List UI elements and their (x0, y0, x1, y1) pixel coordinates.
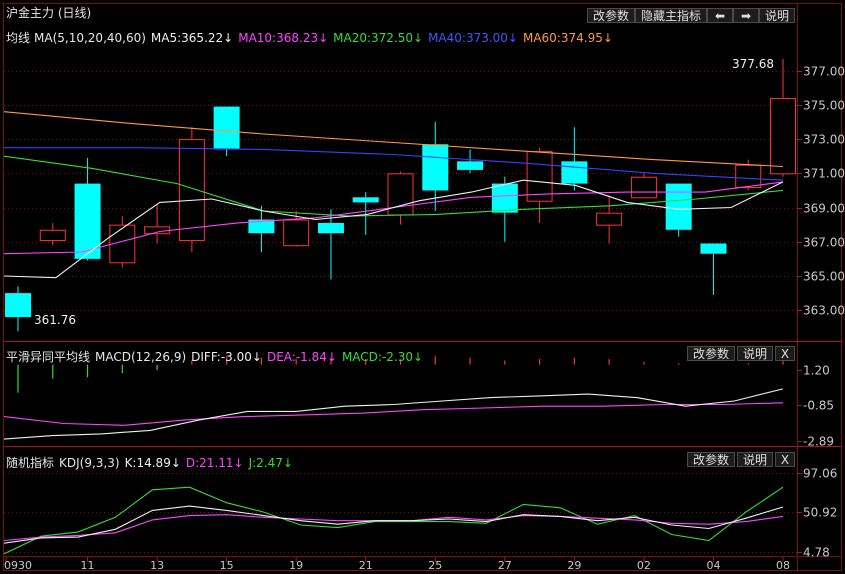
ma-legend: 均线 MA(5,10,20,40,60) MA5:365.22↓ MA10:368.2… (6, 27, 613, 45)
macd-dea-line (3, 402, 784, 426)
ma40-value: MA40:373.00↓ (428, 31, 518, 45)
macd-tick-label: 1.20 (803, 364, 830, 378)
main-edit-params-button[interactable]: 改参数 (587, 8, 635, 23)
date-tick-label: 25 (428, 559, 442, 572)
kdj-d-line (3, 514, 784, 542)
kdj-tick-label: 97.06 (803, 467, 837, 481)
candle-body-down (74, 183, 101, 259)
candle-body-down (457, 161, 484, 170)
kdj-k-value: K:14.89↓ (124, 456, 181, 470)
candle-body-down (422, 144, 449, 191)
high-price-label: 377.68 (732, 57, 774, 71)
macd-diff-value: DIFF:-3.00↓ (191, 350, 262, 364)
date-tick-label: 08 (776, 559, 790, 572)
macd-title: 平滑异同平均线 (6, 350, 91, 364)
macd-legend: 平滑异同平均线 MACD(12,26,9) DIFF:-3.00↓ DEA:-1.84… (6, 346, 423, 365)
macd-dea-value: DEA:-1.84↓ (266, 350, 337, 364)
candle-body-up (735, 164, 762, 189)
kdj-tick-label: 4.78 (803, 546, 830, 560)
macd-params: MACD(12,26,9) (95, 350, 187, 364)
price-tick-label: 369.00 (803, 202, 845, 216)
scroll-right-button[interactable]: ➡ (733, 8, 759, 23)
main-help-button[interactable]: 说明 (759, 8, 795, 23)
date-tick-label: 02 (637, 559, 651, 572)
macd-tick-label: -2.89 (803, 435, 834, 449)
candle-body-down (317, 222, 344, 234)
ma-legend-params: MA(5,10,20,40,60) (34, 31, 146, 45)
outer-frame (3, 3, 842, 571)
hide-main-indicator-button[interactable]: 隐藏主指标 (635, 8, 707, 23)
price-tick-label: 375.00 (803, 99, 845, 113)
macd-edit-params-button[interactable]: 改参数 (687, 346, 735, 361)
price-tick-label: 365.00 (803, 270, 845, 284)
candle-body-up (39, 229, 66, 242)
price-tick-label: 363.00 (803, 304, 845, 318)
candle-body-down (665, 183, 692, 230)
price-tick-label: 367.00 (803, 236, 845, 250)
kdj-j-value: J:2.47↓ (248, 456, 293, 470)
candle-body-down (561, 161, 588, 184)
ma10-value: MA10:368.23↓ (238, 31, 329, 45)
date-tick-label: 19 (289, 559, 303, 572)
candle-body-up (526, 151, 553, 202)
candle-body-up (596, 212, 623, 226)
macd-help-button[interactable]: 说明 (737, 346, 773, 361)
date-tick-label: 29 (567, 559, 581, 572)
price-tick-label: 377.00 (803, 65, 845, 79)
kdj-params: KDJ(9,3,3) (59, 456, 120, 470)
kdj-legend: 随机指标 KDJ(9,3,3) K:14.89↓ D:21.11↓ J:2.47↓ (6, 452, 293, 471)
kdj-title: 随机指标 (6, 456, 55, 470)
date-tick-label: 21 (359, 559, 373, 572)
macd-close-button[interactable]: X (775, 346, 795, 361)
candle-body-up (630, 176, 657, 199)
ma20-value: MA20:372.50↓ (333, 31, 424, 45)
candle-body-down (491, 183, 518, 213)
date-tick-label: 11 (81, 559, 95, 572)
ma60-line (3, 111, 784, 168)
macd-tick-label: -0.85 (803, 399, 834, 413)
ma5-line (3, 179, 784, 279)
candle-body-up (283, 219, 310, 247)
kdj-tick-label: 50.92 (803, 506, 837, 520)
candle-body-up (178, 139, 205, 242)
scroll-left-button[interactable]: ⬅ (707, 8, 733, 23)
macd-diff-line (3, 388, 784, 440)
candle-body-down (248, 219, 275, 234)
kdj-k-line (3, 505, 784, 544)
low-price-label: 361.76 (34, 313, 76, 327)
kdj-help-button[interactable]: 说明 (737, 452, 773, 467)
macd-macd-value: MACD:-2.30↓ (341, 350, 424, 364)
date-tick-label: 15 (220, 559, 234, 572)
candle-body-down (5, 293, 31, 318)
candle-body-up (387, 173, 414, 216)
date-tick-label: 27 (498, 559, 512, 572)
ma40-line (4, 147, 784, 181)
ma20-line (3, 155, 784, 217)
kdj-close-button[interactable]: X (775, 452, 795, 467)
ma5-value: MA5:365.22↓ (150, 31, 234, 45)
candle-body-down (700, 243, 727, 254)
kdj-d-value: D:21.11↓ (185, 456, 244, 470)
date-tick-label: 13 (150, 559, 164, 572)
date-tick-label: 0930 (4, 559, 32, 572)
price-tick-label: 371.00 (803, 167, 845, 181)
candle-body-down (352, 197, 379, 203)
ma60-value: MA60:374.95↓ (522, 31, 613, 45)
kdj-j-line (3, 486, 784, 555)
main-chart-title: 沪金主力 (日线) (6, 6, 92, 20)
kdj-edit-params-button[interactable]: 改参数 (687, 452, 735, 467)
ma-legend-title: 均线 (6, 31, 31, 45)
price-tick-label: 373.00 (803, 133, 845, 147)
candle-body-up (770, 98, 796, 175)
date-tick-label: 04 (706, 559, 720, 572)
candle-body-down (213, 106, 240, 150)
